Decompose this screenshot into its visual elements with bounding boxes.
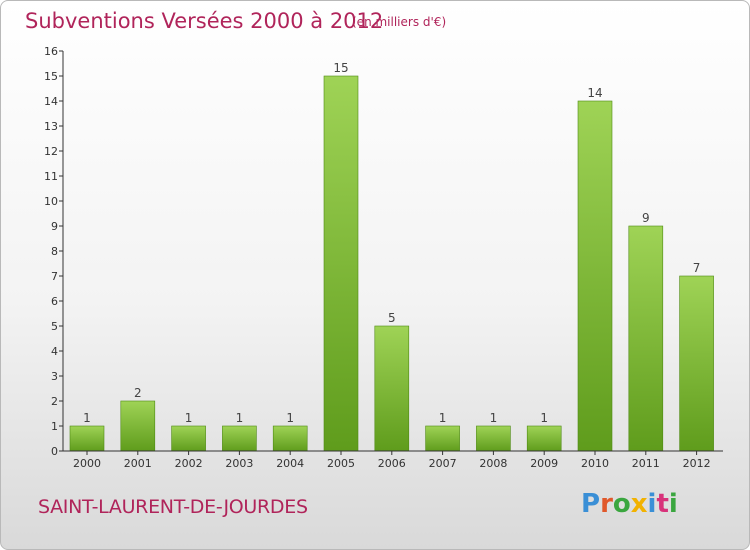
- bar-value-label: 1: [236, 411, 244, 425]
- bar: [171, 425, 206, 452]
- chart-title: Subventions Versées 2000 à 2012: [25, 9, 384, 33]
- bar-value-label: 1: [540, 411, 548, 425]
- logo-letter: t: [656, 489, 669, 519]
- proxiti-logo: Proxiti: [581, 489, 678, 519]
- chart-subtitle: (en milliers d'€): [352, 15, 447, 29]
- bar-value-label: 9: [642, 211, 650, 225]
- logo-letter: r: [600, 489, 613, 519]
- bar-value-label: 1: [286, 411, 294, 425]
- bar: [323, 75, 359, 452]
- bar: [577, 100, 613, 452]
- logo-letter: i: [647, 489, 657, 519]
- bar-value-label: 5: [388, 311, 396, 325]
- bar: [679, 275, 714, 452]
- x-tick-label: 2001: [124, 457, 152, 470]
- bar: [628, 225, 664, 452]
- bar: [272, 425, 308, 452]
- y-tick-label: 15: [44, 70, 58, 83]
- bar: [120, 400, 156, 452]
- x-tick-label: 2006: [378, 457, 406, 470]
- y-tick-label: 10: [44, 195, 58, 208]
- bar-value-label: 1: [185, 411, 193, 425]
- x-tick-label: 2000: [73, 457, 101, 470]
- x-tick-label: 2010: [581, 457, 609, 470]
- y-tick-label: 16: [44, 45, 58, 58]
- bar: [476, 425, 511, 452]
- y-tick-label: 9: [51, 220, 58, 233]
- bar-value-label: 2: [134, 386, 142, 400]
- y-tick-label: 1: [51, 420, 58, 433]
- y-tick-label: 14: [44, 95, 58, 108]
- bar-value-label: 7: [693, 261, 701, 275]
- y-tick-label: 2: [51, 395, 58, 408]
- logo-letter: o: [612, 489, 631, 519]
- bar-value-label: 14: [587, 86, 602, 100]
- logo-letter: x: [630, 489, 648, 519]
- y-tick-label: 11: [44, 170, 58, 183]
- y-tick-label: 3: [51, 370, 58, 383]
- value-labels-group: 1 2 1 1 1 15 5 1 1 1 14 9 7: [83, 61, 700, 425]
- bar: [69, 425, 105, 452]
- bar-value-label: 15: [333, 61, 348, 75]
- x-tick-label: 2011: [632, 457, 660, 470]
- bar-value-label: 1: [490, 411, 498, 425]
- x-tick-label: 2012: [683, 457, 711, 470]
- x-tick-label: 2003: [225, 457, 253, 470]
- y-tick-label: 13: [44, 120, 58, 133]
- y-tick-label: 4: [51, 345, 58, 358]
- bar: [526, 425, 562, 452]
- y-tick-label: 6: [51, 295, 58, 308]
- commune-name: SAINT-LAURENT-DE-JOURDES: [38, 496, 308, 518]
- bar-value-label: 1: [439, 411, 447, 425]
- x-tick-label: 2004: [276, 457, 304, 470]
- bar: [222, 425, 257, 452]
- x-tick-label: 2009: [530, 457, 558, 470]
- y-tick-label: 5: [51, 320, 58, 333]
- bars-group: [69, 75, 714, 452]
- bar: [374, 325, 410, 452]
- bar-value-label: 1: [83, 411, 91, 425]
- logo-letter: P: [581, 489, 601, 519]
- y-tick-label: 8: [51, 245, 58, 258]
- x-tick-label: 2008: [479, 457, 507, 470]
- x-tick-label: 2005: [327, 457, 355, 470]
- y-tick-label: 0: [51, 445, 58, 458]
- bar: [425, 425, 460, 452]
- logo-letter: i: [668, 489, 678, 519]
- x-tick-label: 2002: [175, 457, 203, 470]
- y-tick-label: 12: [44, 145, 58, 158]
- y-tick-label: 7: [51, 270, 58, 283]
- x-tick-label: 2007: [429, 457, 457, 470]
